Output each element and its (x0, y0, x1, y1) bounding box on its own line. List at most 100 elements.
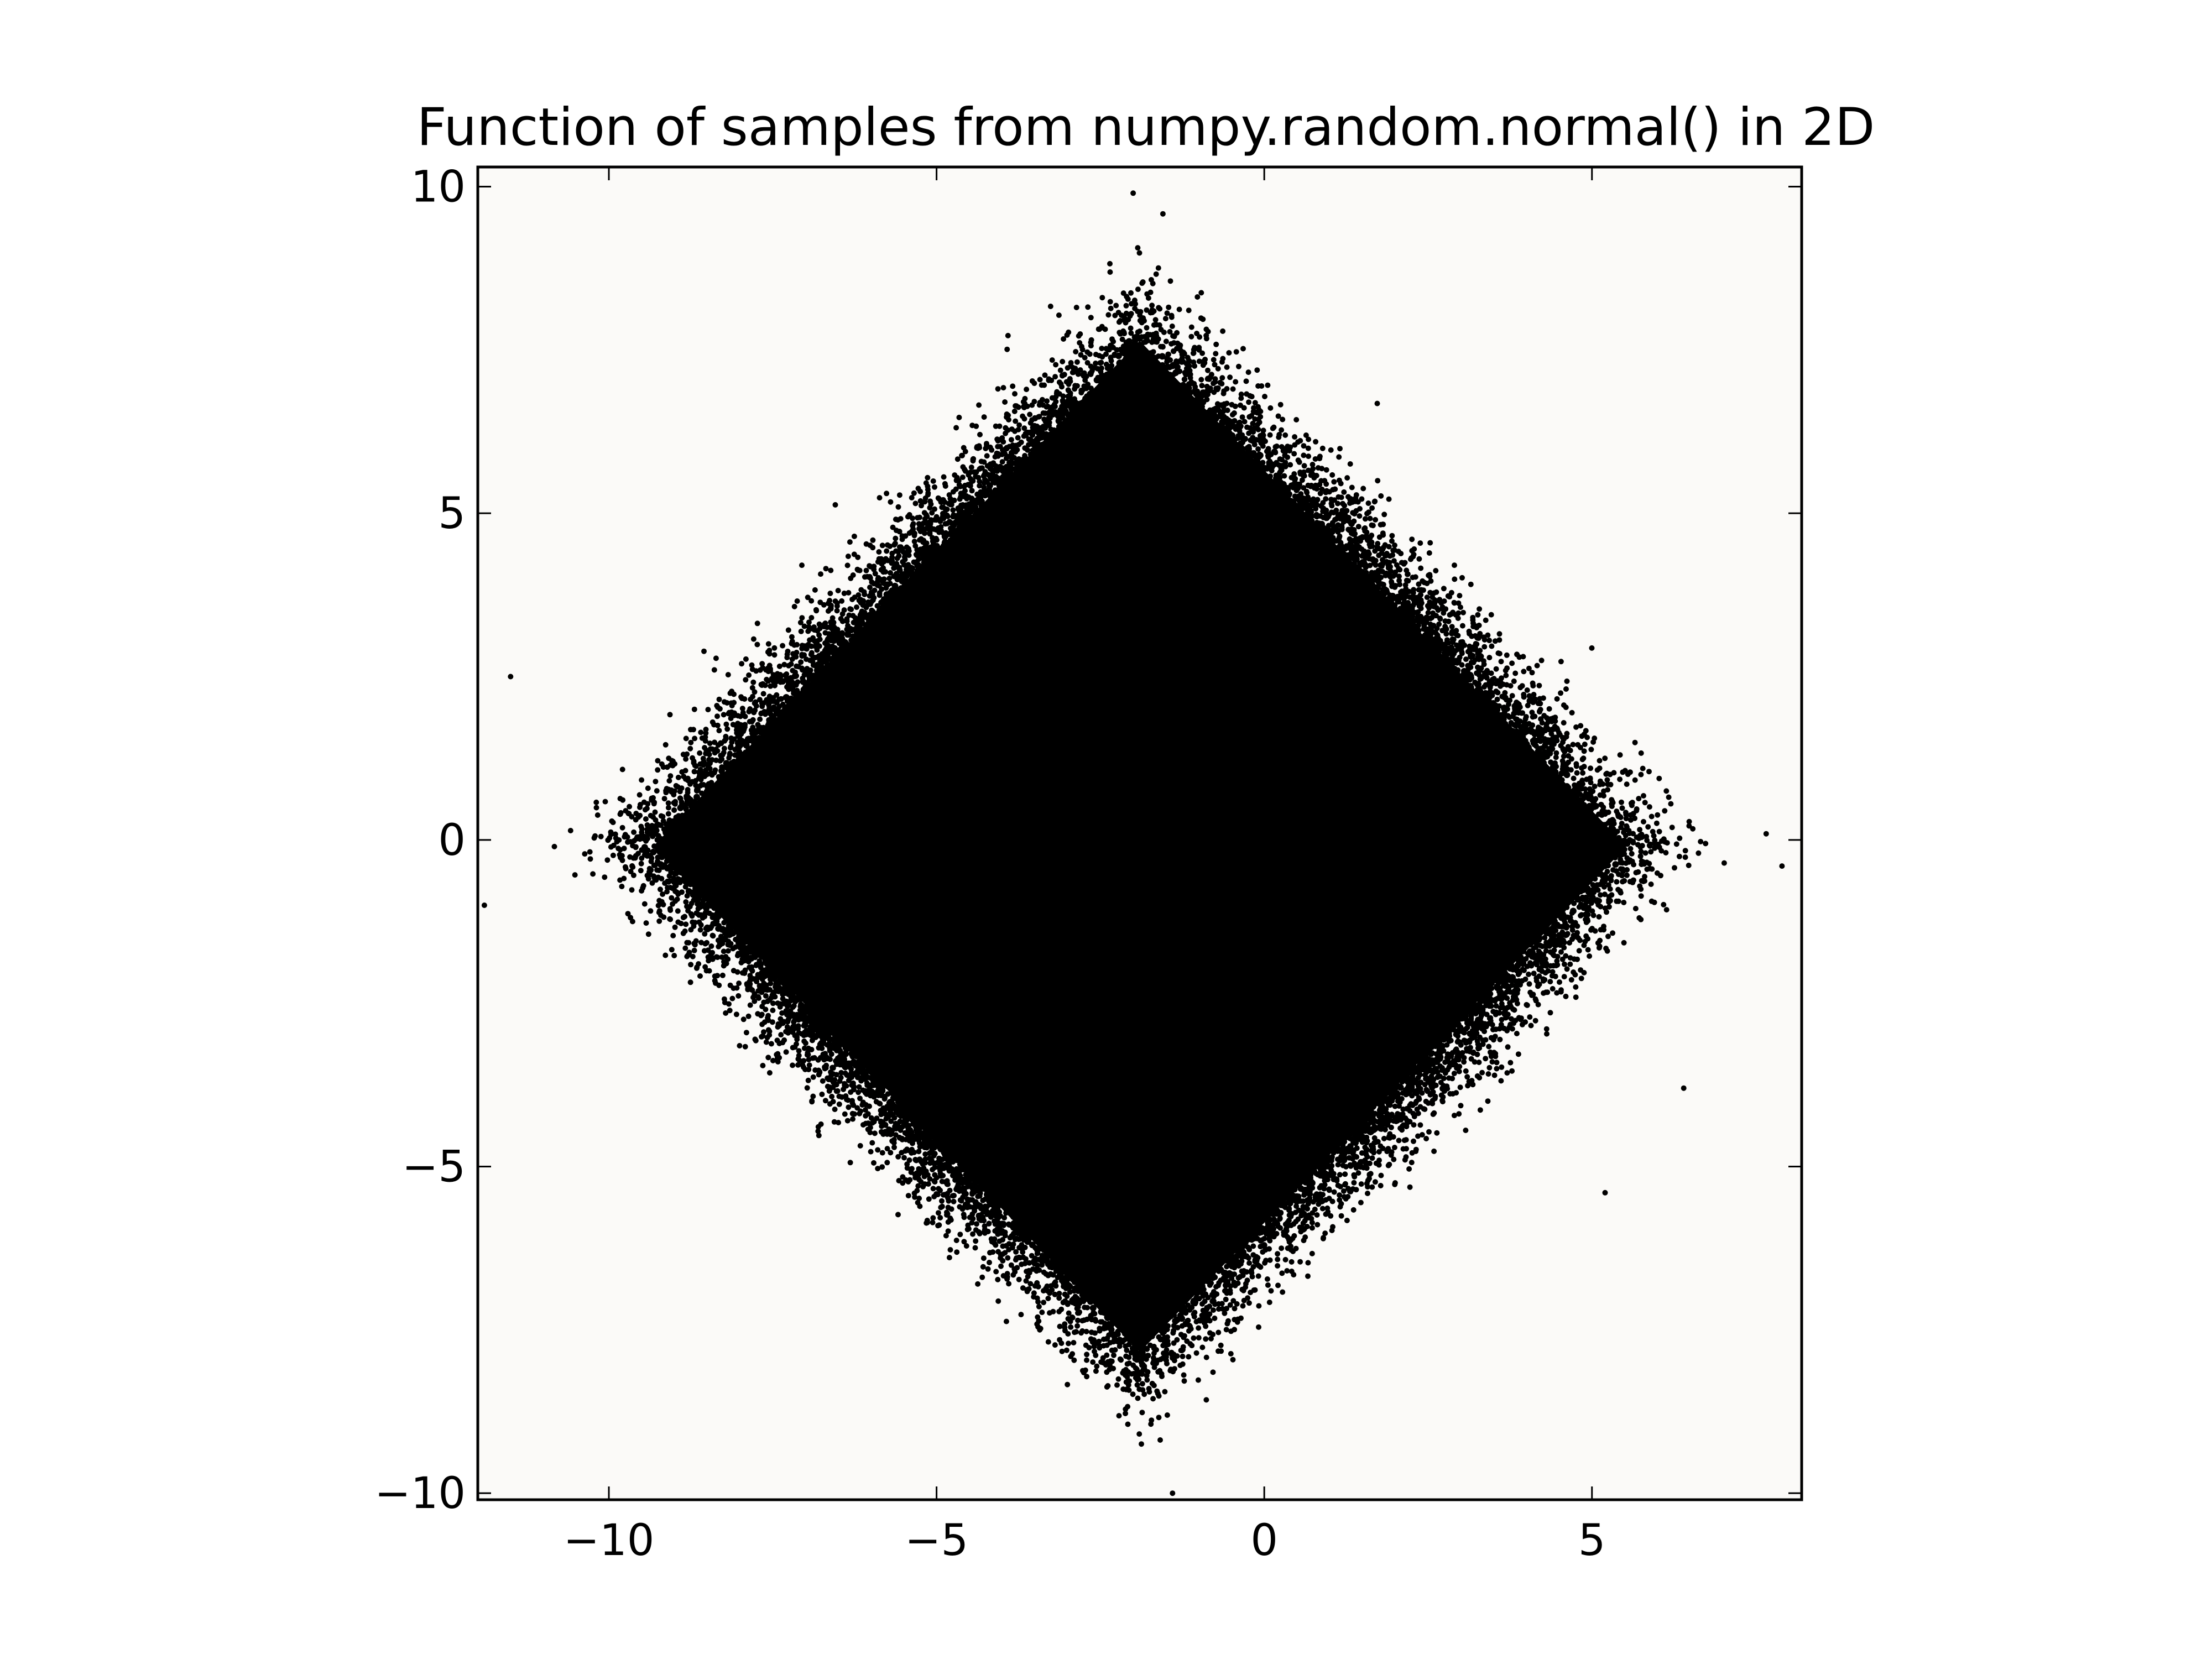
scatter-point (1663, 788, 1670, 794)
scatter-point (1071, 1357, 1077, 1363)
scatter-point (973, 473, 979, 479)
scatter-point (798, 628, 804, 634)
scatter-point (621, 846, 627, 852)
scatter-point (1376, 1149, 1382, 1155)
scatter-point (784, 655, 790, 660)
scatter-point (1530, 683, 1536, 688)
scatter-point (1107, 269, 1113, 275)
scatter-point (707, 740, 713, 747)
scatter-point (706, 968, 712, 974)
scatter-point (1431, 1148, 1437, 1154)
scatter-point (1084, 1374, 1090, 1380)
scatter-point (1378, 1172, 1384, 1178)
scatter-point (770, 1057, 776, 1063)
scatter-point (857, 1095, 863, 1102)
scatter-point (724, 726, 731, 732)
scatter-point (1617, 813, 1623, 820)
scatter-point (698, 940, 705, 946)
scatter-point (1217, 379, 1223, 385)
scatter-point (1024, 387, 1030, 393)
scatter-point (1142, 1330, 1149, 1336)
scatter-point (1196, 1335, 1202, 1341)
scatter-point (1056, 312, 1062, 318)
scatter-point (1493, 666, 1499, 672)
scatter-point (1368, 1171, 1374, 1177)
scatter-point (1442, 618, 1448, 624)
scatter-point (665, 805, 671, 811)
scatter-point (961, 1214, 967, 1220)
scatter-point (867, 585, 873, 591)
scatter-point (830, 1099, 836, 1105)
scatter-point (686, 872, 692, 878)
scatter-point (1153, 364, 1159, 370)
scatter-point (816, 632, 822, 638)
scatter-point (937, 1215, 943, 1220)
scatter-point (1358, 1164, 1364, 1170)
scatter-point (1650, 828, 1656, 834)
scatter-point (1648, 849, 1654, 855)
scatter-point (1337, 446, 1343, 452)
scatter-point (1609, 838, 1615, 844)
scatter-point (1418, 565, 1424, 571)
scatter-point (1663, 850, 1669, 855)
scatter-point (1605, 933, 1611, 940)
scatter-point (1135, 286, 1141, 293)
scatter-point (1335, 1162, 1341, 1168)
scatter-point (930, 478, 936, 484)
scatter-point (726, 755, 732, 761)
scatter-point (1320, 500, 1326, 506)
scatter-point (742, 713, 748, 719)
scatter-point (752, 689, 758, 695)
chart-title: Function of samples from numpy.random.no… (417, 97, 1875, 158)
scatter-point (1194, 294, 1201, 300)
scatter-point (1171, 333, 1177, 340)
scatter-point (968, 465, 974, 470)
scatter-point (1006, 1281, 1012, 1287)
scatter-point (935, 1210, 941, 1216)
scatter-point (1523, 956, 1529, 962)
scatter-point (666, 755, 672, 761)
scatter-point (1301, 452, 1307, 458)
scatter-point (1522, 1019, 1528, 1025)
scatter-point (806, 1062, 812, 1068)
scatter-point (1223, 1296, 1229, 1302)
scatter-point (1550, 986, 1556, 992)
scatter-point (785, 627, 791, 633)
scatter-point (1336, 477, 1342, 483)
scatter-point (1150, 1360, 1156, 1366)
scatter-point (1610, 930, 1616, 936)
scatter-point (1068, 360, 1074, 366)
scatter-point (1564, 678, 1570, 684)
scatter-point (1167, 328, 1173, 335)
scatter-point (1577, 744, 1583, 750)
scatter-point (667, 712, 673, 718)
scatter-point (1236, 363, 1241, 369)
scatter-point (1088, 1329, 1094, 1335)
scatter-point (869, 1140, 875, 1146)
scatter-point (1182, 377, 1188, 383)
scatter-point (969, 488, 975, 494)
scatter-point (1413, 1146, 1419, 1152)
scatter-point (750, 679, 757, 685)
scatter-point (1592, 784, 1598, 789)
scatter-point (1410, 1102, 1416, 1108)
scatter-point (667, 907, 674, 913)
scatter-point (1128, 290, 1134, 296)
scatter-point (1623, 816, 1629, 822)
scatter-point (1275, 1282, 1281, 1288)
scatter-point (683, 756, 689, 762)
scatter-point (879, 1164, 885, 1170)
scatter-point (1105, 312, 1112, 318)
scatter-point (619, 825, 625, 831)
scatter-point (1329, 472, 1335, 478)
scatter-point (768, 980, 774, 987)
scatter-point (1603, 946, 1609, 951)
scatter-point (1597, 943, 1603, 950)
scatter-point (655, 758, 661, 764)
scatter-point (1117, 1343, 1123, 1349)
scatter-point (1288, 1259, 1295, 1265)
scatter-point (654, 788, 660, 794)
scatter-point (1256, 419, 1262, 425)
scatter-point (801, 623, 807, 629)
scatter-point (975, 1281, 981, 1287)
